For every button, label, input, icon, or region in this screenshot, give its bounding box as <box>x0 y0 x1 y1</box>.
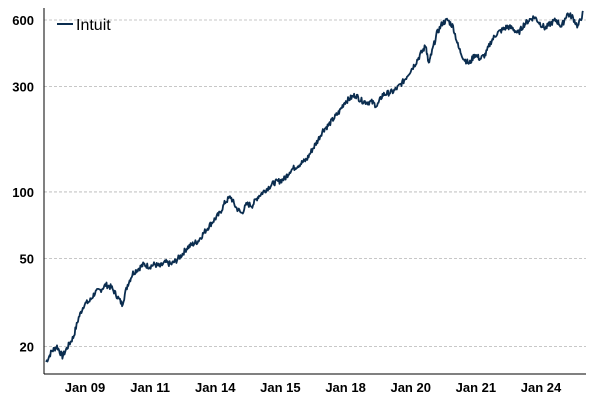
y-tick-label: 20 <box>20 339 34 354</box>
x-tick-label: Jan 21 <box>456 380 496 395</box>
y-tick-label: 50 <box>20 251 34 266</box>
x-tick-label: Jan 14 <box>195 380 236 395</box>
y-tick-label: 300 <box>12 80 34 95</box>
x-tick-label: Jan 09 <box>65 380 105 395</box>
series-line-intuit <box>45 10 584 363</box>
axes <box>43 8 586 375</box>
legend: Intuit <box>57 17 111 34</box>
x-tick-label: Jan 11 <box>130 380 170 395</box>
y-tick-labels: 20 50 100 300 600 <box>12 13 34 354</box>
x-tick-label: Jan 20 <box>390 380 430 395</box>
y-tick-label: 600 <box>12 13 34 28</box>
legend-label: Intuit <box>76 17 111 34</box>
y-tick-label: 100 <box>12 185 34 200</box>
x-tick-label: Jan 24 <box>521 380 562 395</box>
x-tick-labels: Jan 09 Jan 11 Jan 14 Jan 15 Jan 18 Jan 20 Jan … <box>65 380 562 395</box>
x-tick-label: Jan 18 <box>325 380 365 395</box>
x-tick-label: Jan 15 <box>260 380 300 395</box>
gridlines <box>44 19 586 347</box>
